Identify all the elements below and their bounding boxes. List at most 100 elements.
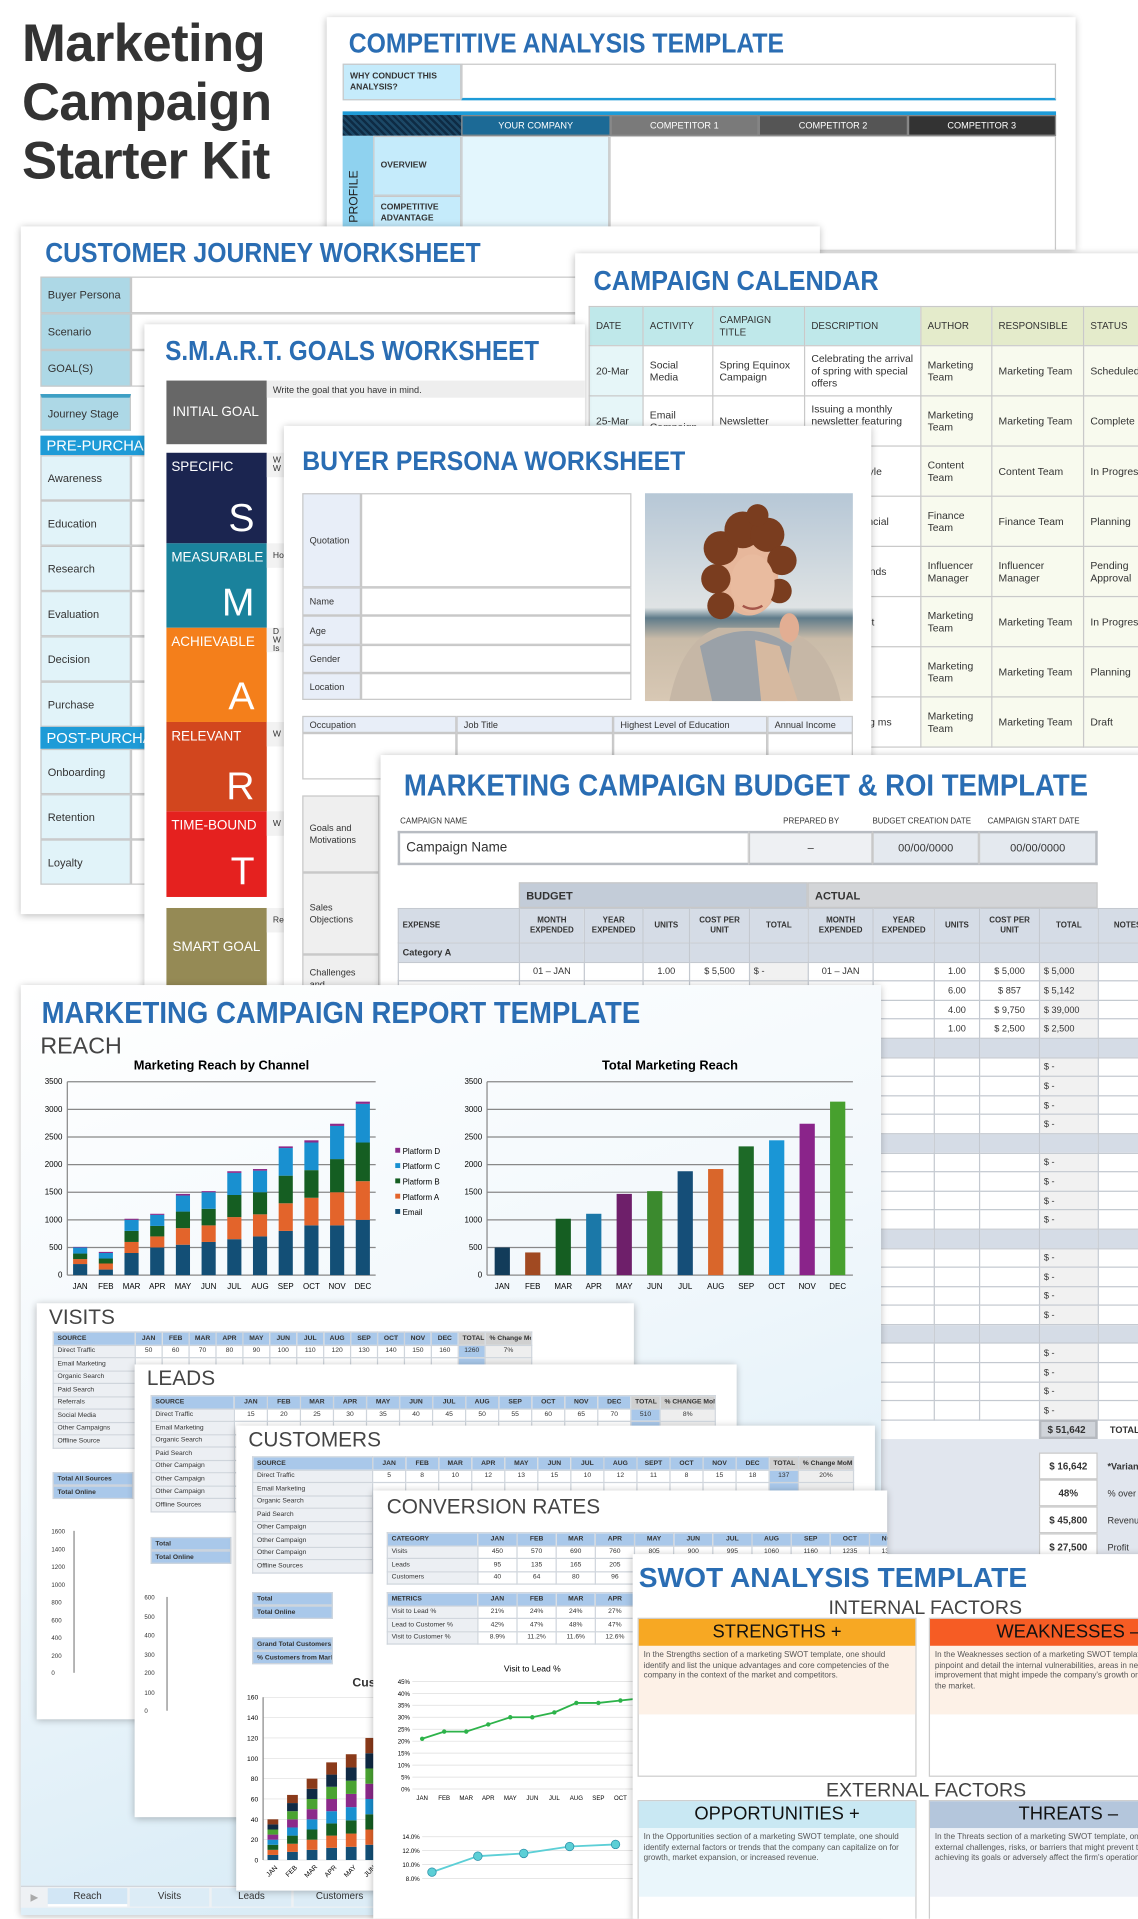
table-cell[interactable]: 120 — [323, 1344, 352, 1359]
swot-text[interactable]: In the Opportunities section of a market… — [638, 1828, 916, 1897]
table-cell[interactable]: Leads — [386, 1557, 479, 1572]
budget-cell[interactable] — [978, 1209, 1041, 1230]
table-cell[interactable]: 137 — [768, 1469, 800, 1484]
table-cell[interactable]: 35 — [365, 1407, 401, 1422]
budget-cell[interactable] — [872, 1285, 935, 1307]
calendar-cell[interactable]: Marketing Team — [991, 345, 1085, 397]
budget-cell[interactable] — [872, 942, 935, 963]
calendar-cell[interactable]: Pending Approval — [1082, 545, 1138, 598]
budget-cell[interactable]: $ - — [1038, 1152, 1099, 1173]
budget-cell[interactable] — [978, 1056, 1041, 1078]
budget-cell[interactable]: $ - — [1038, 1247, 1099, 1268]
table-cell[interactable]: 90 — [242, 1344, 271, 1359]
budget-cell[interactable]: $ 5,500 — [688, 961, 751, 982]
table-cell[interactable]: 70 — [597, 1407, 632, 1422]
budget-cell[interactable] — [933, 1342, 981, 1364]
budget-cell[interactable] — [1038, 1323, 1099, 1345]
budget-cell[interactable] — [872, 1018, 935, 1039]
budget-cell[interactable] — [933, 1323, 981, 1345]
calendar-cell[interactable]: Marketing Team — [920, 646, 993, 698]
budget-cell[interactable] — [1097, 1133, 1138, 1154]
budget-cell[interactable]: $ - — [1038, 1362, 1099, 1383]
budget-cell[interactable] — [933, 1400, 981, 1421]
table-cell[interactable]: Offline Source — [52, 1434, 136, 1449]
calendar-cell[interactable]: Marketing Team — [920, 345, 993, 397]
budget-cell[interactable] — [978, 1037, 1041, 1058]
budget-cell[interactable]: $ 2,500 — [978, 1018, 1041, 1039]
budget-cell[interactable] — [872, 961, 935, 982]
budget-cell[interactable] — [978, 1266, 1041, 1287]
why-input[interactable] — [461, 63, 1057, 101]
budget-cell[interactable] — [933, 1228, 981, 1249]
budget-cell[interactable] — [933, 1285, 981, 1307]
budget-cell[interactable] — [978, 1400, 1041, 1421]
table-cell[interactable]: Other Campaign — [252, 1520, 374, 1535]
budget-cell[interactable] — [933, 1304, 981, 1326]
budget-cell[interactable] — [518, 942, 585, 963]
table-cell[interactable]: Other Campaign — [252, 1533, 374, 1548]
table-cell[interactable]: 25 — [299, 1407, 335, 1422]
budget-cell[interactable]: $ - — [1038, 1094, 1099, 1116]
calendar-cell[interactable]: Marketing Team — [920, 395, 993, 447]
budget-cell[interactable] — [1097, 1247, 1138, 1268]
budget-cell[interactable] — [872, 1362, 935, 1383]
budget-cell[interactable]: 01 – JAN — [518, 961, 585, 982]
budget-cell[interactable] — [978, 1342, 1041, 1364]
budget-cell[interactable] — [872, 1190, 935, 1211]
budget-cell[interactable] — [978, 1362, 1041, 1383]
budget-cell[interactable] — [1038, 1228, 1099, 1249]
budget-cell[interactable] — [807, 942, 874, 963]
budget-cell[interactable]: $ - — [1038, 1056, 1099, 1078]
budget-cell[interactable] — [1097, 1075, 1138, 1097]
sheet-tab-visits[interactable]: Visits — [129, 1888, 210, 1907]
budget-cell[interactable] — [1038, 942, 1099, 963]
table-cell[interactable]: Organic Search — [252, 1494, 374, 1509]
budget-cell[interactable] — [872, 1247, 935, 1268]
budget-cell[interactable] — [978, 1094, 1041, 1116]
budget-cell[interactable] — [978, 1190, 1041, 1211]
budget-cell[interactable] — [1097, 1037, 1138, 1058]
table-cell[interactable]: 55 — [498, 1407, 533, 1422]
calendar-cell[interactable]: Marketing Team — [991, 395, 1085, 447]
budget-cell[interactable] — [933, 1075, 981, 1097]
budget-cell[interactable] — [872, 1075, 935, 1097]
budget-cell[interactable] — [978, 1323, 1041, 1345]
table-cell[interactable]: Organic Search — [52, 1369, 136, 1384]
calendar-cell[interactable]: Marketing Team — [991, 696, 1085, 748]
swot-text[interactable]: In the Weaknesses section of a marketing… — [930, 1645, 1138, 1715]
table-cell[interactable]: Other Campaign — [150, 1484, 235, 1500]
budget-cell[interactable] — [872, 1304, 935, 1326]
table-cell[interactable]: 60 — [531, 1407, 566, 1422]
calendar-cell[interactable]: Marketing Team — [920, 595, 993, 648]
calendar-cell[interactable]: 20-Mar — [588, 345, 644, 397]
budget-cell[interactable]: 1.00 — [933, 961, 981, 982]
table-cell[interactable]: 15 — [233, 1407, 268, 1422]
table-cell[interactable]: Email Marketing — [150, 1420, 235, 1435]
budget-cell[interactable] — [872, 1133, 935, 1154]
budget-cell[interactable]: $ 5,142 — [1038, 980, 1099, 1001]
budget-cell[interactable] — [872, 1266, 935, 1287]
table-cell[interactable]: Customers — [386, 1570, 479, 1585]
calendar-cell[interactable]: Marketing Team — [920, 696, 993, 748]
budget-cell[interactable] — [748, 942, 809, 963]
table-cell[interactable]: 45 — [431, 1407, 467, 1422]
budget-cell[interactable] — [933, 1190, 981, 1211]
table-cell[interactable]: 140 — [376, 1344, 406, 1359]
budget-cell[interactable] — [1097, 1381, 1138, 1402]
budget-cell[interactable]: $ 2,500 — [1038, 1018, 1099, 1039]
budget-cell[interactable] — [1097, 1342, 1138, 1364]
budget-cell[interactable] — [872, 980, 935, 1001]
budget-cell[interactable] — [1097, 1190, 1138, 1211]
budget-cell[interactable]: 01 – JAN — [807, 961, 874, 982]
budget-cell[interactable] — [872, 1094, 935, 1116]
table-cell[interactable]: 20% — [797, 1469, 855, 1484]
calendar-cell[interactable]: Celebrating the arrival of spring with s… — [803, 345, 922, 397]
budget-cell[interactable]: $ - — [1038, 1171, 1099, 1192]
budget-cell[interactable] — [1097, 1323, 1138, 1345]
budget-cell[interactable] — [642, 942, 691, 963]
table-cell[interactable]: 20 — [266, 1407, 302, 1422]
calendar-cell[interactable]: Finance Team — [991, 495, 1085, 547]
table-cell[interactable]: 50 — [134, 1344, 163, 1359]
persona-field-input[interactable] — [360, 615, 632, 645]
budget-cell[interactable] — [872, 1056, 935, 1078]
